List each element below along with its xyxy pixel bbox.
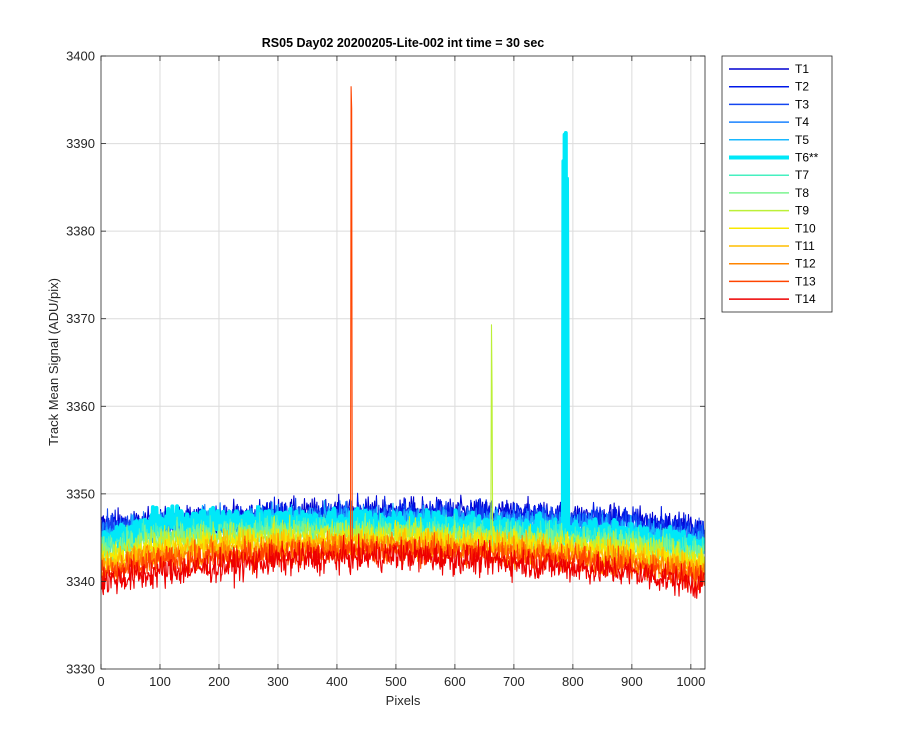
legend-label: T7 [795,168,809,182]
legend-label: T2 [795,80,809,94]
legend: T1 T2 T3 T4 T5 T6** T7 T8 T9 T10 T11 T12 T13 T14 [721,55,833,313]
y-tick-label: 3360 [66,399,95,414]
series-line-t14 [101,533,705,599]
x-axis-label: Pixels [386,693,421,708]
y-tick-label: 3340 [66,574,95,589]
legend-label: T10 [795,221,816,235]
x-tick-label: 200 [208,674,230,689]
y-tick-label: 3380 [66,224,95,239]
y-tick-label: 3400 [66,49,95,64]
x-tick-label: 900 [621,674,643,689]
x-tick-label: 300 [267,674,289,689]
legend-box [721,55,833,313]
legend-label: T14 [795,292,816,306]
legend-label: T1 [795,62,809,76]
y-axis-label: Track Mean Signal (ADU/pix) [46,278,61,446]
tick-labels: 0 100 200 300 400 500 600 700 800 900 1000 3330 3340… [66,49,705,690]
legend-items: T1 T2 T3 T4 T5 T6** T7 T8 T9 T10 T11 T12 T13 T14 [729,62,819,306]
x-tick-label: 700 [503,674,525,689]
x-tick-label: 0 [97,674,104,689]
y-tick-label: 3370 [66,311,95,326]
legend-label: T13 [795,274,816,288]
axes-box [100,55,706,670]
axes-background [101,56,705,669]
axis-ticks [100,55,705,670]
legend-label: T8 [795,186,809,200]
legend-label: T9 [795,204,809,218]
x-tick-label: 800 [562,674,584,689]
y-tick-label: 3390 [66,136,95,151]
legend-label: T11 [795,239,815,253]
chart-title: RS05 Day02 20200205-Lite-002 int time = … [262,36,545,50]
y-tick-label: 3330 [66,662,95,677]
x-tick-label: 400 [326,674,348,689]
legend-label: T5 [795,133,809,147]
series-layer [101,86,705,599]
series-line-t11 [101,527,705,583]
legend-label: T4 [795,115,809,129]
x-tick-label: 1000 [676,674,705,689]
x-tick-label: 100 [149,674,171,689]
legend-label: T3 [795,97,809,111]
legend-label: T6** [795,151,819,165]
y-tick-label: 3350 [66,486,95,501]
x-tick-label: 600 [444,674,466,689]
legend-label: T12 [795,257,816,271]
x-tick-label: 500 [385,674,407,689]
